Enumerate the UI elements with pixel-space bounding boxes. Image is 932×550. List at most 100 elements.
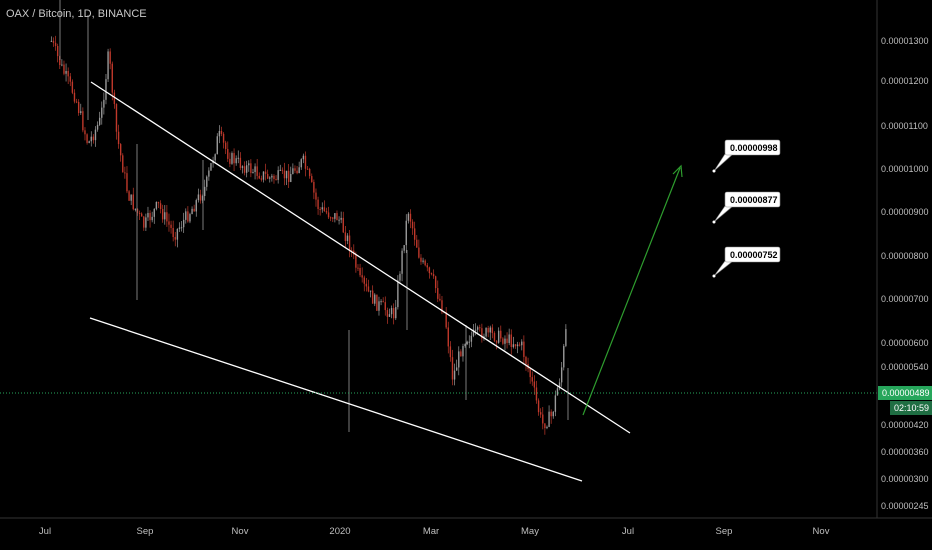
candle-body (128, 191, 130, 201)
candle-body (313, 182, 315, 193)
candle-body (537, 400, 540, 413)
candle-body (466, 341, 468, 345)
price-target-callout[interactable]: 0.00000877 (712, 191, 781, 224)
candle-body (485, 328, 487, 337)
candle-body (552, 411, 554, 417)
candle-body (266, 173, 269, 179)
candle-body (290, 173, 292, 182)
candle-body (174, 237, 176, 240)
candle-body (323, 207, 326, 212)
candle-body (544, 423, 546, 429)
candle-body (479, 327, 481, 329)
candle-body (374, 294, 376, 304)
candle-body (105, 79, 107, 100)
candle-body (453, 370, 456, 380)
candle-body (96, 124, 99, 130)
candle-body (371, 290, 374, 304)
candle-body (416, 239, 418, 248)
price-axis[interactable]: 0.00001300 0.00001200 0.00001100 0.00001000… (881, 36, 929, 511)
candle-body (302, 155, 305, 160)
candle-body (147, 212, 149, 218)
candlestick-series (50, 0, 569, 435)
candle-body (113, 92, 116, 105)
candle-body (497, 330, 500, 343)
candle-body (122, 155, 124, 173)
time-tick-label: Nov (813, 526, 830, 537)
candle-body (361, 275, 363, 278)
candle-body (216, 136, 218, 155)
candle-body (422, 260, 424, 262)
price-target-callout[interactable]: 0.00000752 (712, 246, 781, 278)
candle-body (336, 213, 338, 221)
price-tick-label: 0.00000700 (881, 294, 929, 304)
price-target-label: 0.00000998 (730, 143, 778, 153)
candle-body (548, 411, 550, 427)
candle-body (153, 208, 155, 217)
candle-body (357, 267, 359, 269)
candle-body (109, 51, 111, 64)
candle-body (264, 171, 267, 174)
candle-body (495, 340, 498, 343)
time-axis[interactable]: Jul Sep Nov 2020 Mar May Jul Sep Nov (39, 526, 830, 537)
candle-body (262, 171, 265, 180)
candle-body (271, 175, 273, 178)
time-tick-label: Sep (716, 526, 733, 537)
candle-body (75, 101, 78, 103)
candle-body (50, 40, 53, 42)
candle-body (182, 219, 185, 228)
candle-body (229, 158, 231, 164)
candle-body (210, 163, 212, 171)
candle-body (65, 70, 67, 74)
candle-body (273, 175, 275, 180)
candle-body (378, 301, 380, 311)
candle-body (413, 228, 416, 240)
candle-body (279, 169, 281, 171)
price-tick-label: 0.00001300 (881, 36, 929, 46)
candle-body (468, 341, 470, 343)
candle-body (250, 163, 252, 173)
candle-body (199, 194, 202, 201)
candle-body (542, 414, 544, 424)
candle-body (325, 211, 328, 213)
candle-body (178, 227, 181, 229)
time-tick-label: 2020 (329, 526, 350, 537)
candle-body (172, 227, 174, 238)
time-tick-label: Sep (137, 526, 154, 537)
candle-body (399, 273, 401, 281)
candle-body (185, 211, 187, 220)
price-tick-label: 0.00000900 (881, 207, 929, 217)
candle-body (260, 178, 263, 180)
candle-body (342, 217, 344, 233)
candle-body (218, 131, 221, 137)
candle-body (376, 294, 378, 311)
candle-body (195, 200, 197, 212)
candle-body (189, 214, 191, 222)
candle-body (447, 327, 449, 347)
price-tick-label: 0.00001100 (881, 121, 928, 131)
candle-body (56, 45, 59, 57)
price-target-callout[interactable]: 0.00000998 (712, 139, 781, 173)
time-tick-label: May (521, 526, 539, 537)
candle-body (487, 328, 489, 333)
candle-body (424, 260, 426, 266)
candle-body (550, 411, 552, 417)
candle-body (455, 367, 458, 371)
candle-body (84, 130, 86, 135)
candle-body (521, 341, 523, 346)
candle-body (233, 153, 235, 164)
candle-body (558, 382, 561, 389)
candle-body (235, 158, 237, 164)
candle-body (86, 134, 88, 143)
candle-body (502, 338, 504, 344)
candle-body (535, 387, 538, 401)
candle-body (92, 136, 95, 141)
candle-body (294, 168, 296, 171)
time-tick-label: Jul (39, 526, 51, 537)
candle-body (470, 335, 473, 342)
last-price-tag (878, 386, 932, 400)
candle-body (430, 273, 433, 275)
candle-body (161, 209, 164, 220)
candle-body (54, 42, 57, 46)
candle-body (67, 70, 69, 77)
